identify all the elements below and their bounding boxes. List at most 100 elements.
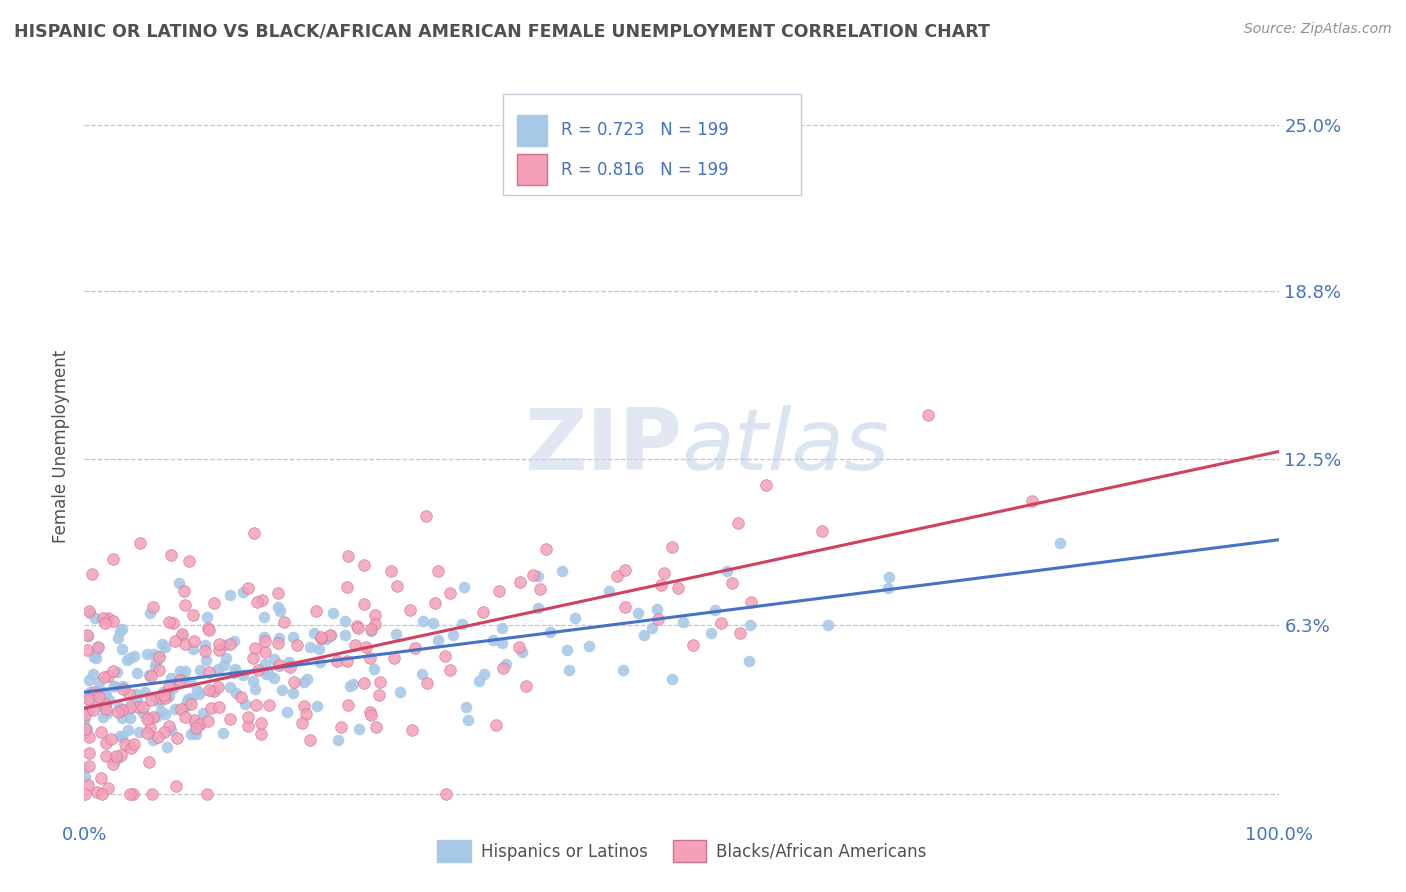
Point [89, 690, 111, 704]
Point [181, 642, 204, 657]
Point [101, 664, 124, 678]
Point [73, 761, 96, 775]
Point [738, 654, 761, 668]
Point [198, 682, 221, 697]
Point [337, 698, 360, 713]
Point [136, 647, 159, 661]
Point [641, 621, 664, 635]
Point [485, 718, 508, 732]
Point [219, 637, 242, 651]
Point [666, 582, 689, 596]
Text: ZIP: ZIP [524, 404, 682, 488]
Point [360, 622, 382, 636]
Point [117, 723, 139, 737]
Point [122, 648, 145, 663]
Point [453, 580, 475, 594]
Point [170, 702, 193, 716]
Point [83, 611, 105, 625]
Point [201, 684, 224, 698]
Point [661, 541, 683, 555]
Point [195, 787, 218, 801]
Point [434, 648, 457, 663]
Point [107, 665, 129, 680]
Point [716, 564, 738, 578]
Point [613, 563, 636, 577]
Point [77, 759, 100, 773]
Point [173, 672, 195, 686]
Point [441, 628, 464, 642]
Point [179, 675, 201, 690]
Point [76, 723, 98, 737]
Point [149, 690, 172, 705]
Point [315, 632, 337, 646]
Point [91, 710, 114, 724]
Point [122, 737, 145, 751]
Point [285, 638, 308, 652]
Point [76, 643, 98, 657]
Point [180, 727, 202, 741]
Point [82, 567, 104, 582]
Point [90, 688, 112, 702]
Point [87, 640, 110, 654]
Point [207, 680, 229, 694]
Point [94, 749, 117, 764]
Point [740, 595, 762, 609]
Point [87, 674, 110, 689]
Point [558, 663, 581, 677]
Point [114, 737, 136, 751]
Point [82, 691, 104, 706]
Point [75, 704, 97, 718]
Point [83, 650, 105, 665]
Point [172, 627, 194, 641]
Point [309, 655, 332, 669]
Point [380, 564, 402, 578]
Point [263, 671, 285, 685]
Point [439, 586, 461, 600]
Legend: Hispanics or Latinos, Blacks/African Americans: Hispanics or Latinos, Blacks/African Ame… [430, 834, 934, 869]
Point [291, 715, 314, 730]
Point [86, 640, 108, 654]
Point [188, 663, 211, 677]
Point [564, 611, 586, 625]
Point [94, 736, 117, 750]
Point [131, 706, 153, 720]
Point [103, 679, 125, 693]
Point [93, 670, 115, 684]
Point [598, 583, 620, 598]
Point [219, 713, 242, 727]
Point [176, 694, 198, 708]
Point [170, 628, 193, 642]
Point [143, 659, 166, 673]
Point [267, 599, 290, 614]
Point [488, 584, 510, 599]
Point [353, 597, 375, 611]
Point [183, 725, 205, 739]
Point [627, 606, 650, 620]
Point [555, 643, 578, 657]
Point [385, 579, 408, 593]
Point [238, 718, 260, 732]
Point [138, 755, 160, 769]
Point [198, 624, 221, 638]
Point [75, 707, 97, 722]
Point [162, 681, 184, 695]
Point [128, 535, 150, 549]
Point [710, 615, 733, 630]
Point [243, 681, 266, 696]
Point [177, 554, 200, 568]
Point [267, 631, 290, 645]
Point [93, 699, 115, 714]
Point [232, 585, 254, 599]
Point [214, 638, 236, 652]
Point [145, 690, 167, 704]
Point [399, 603, 422, 617]
Point [132, 700, 155, 714]
Point [515, 679, 537, 693]
Point [1021, 494, 1043, 508]
Point [118, 687, 141, 701]
Point [173, 709, 195, 723]
Point [138, 668, 160, 682]
Point [184, 717, 207, 731]
Point [283, 686, 305, 700]
Point [121, 787, 143, 801]
